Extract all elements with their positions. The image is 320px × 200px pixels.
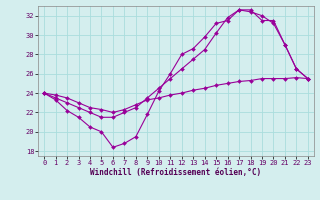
X-axis label: Windchill (Refroidissement éolien,°C): Windchill (Refroidissement éolien,°C) [91,168,261,177]
